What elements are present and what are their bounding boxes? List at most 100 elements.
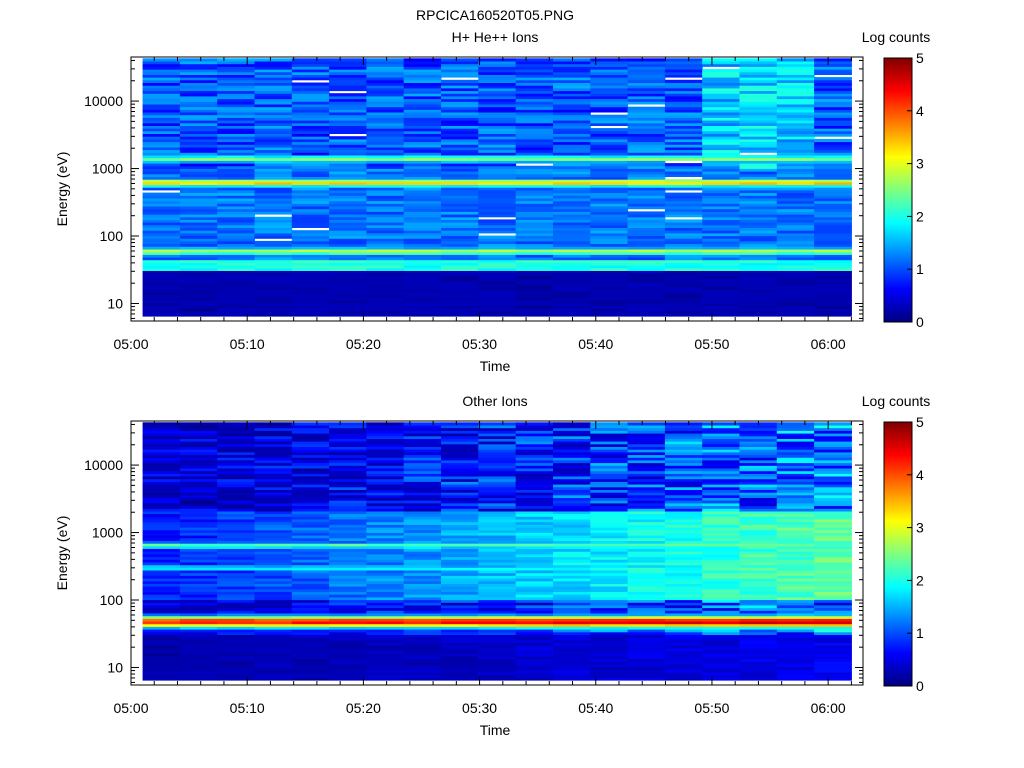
heatmap-cell — [739, 267, 778, 271]
heatmap-cell — [814, 556, 852, 560]
heatmap-cell — [179, 61, 218, 65]
heatmap-cell — [366, 69, 405, 73]
heatmap-cell — [776, 184, 815, 188]
heatmap-cell — [776, 74, 815, 78]
heatmap-cell — [366, 457, 405, 461]
heatmap-cell — [441, 136, 479, 140]
heatmap-cell — [291, 602, 330, 606]
heatmap-cell — [329, 291, 367, 296]
heatmap-cell — [142, 133, 181, 137]
heatmap-cell — [814, 470, 852, 474]
heatmap-cell — [217, 653, 255, 657]
heatmap-cell — [179, 219, 218, 223]
heatmap-cell — [515, 486, 554, 490]
heatmap-cell — [403, 79, 442, 83]
heatmap-cell — [441, 626, 479, 630]
heatmap-cell — [254, 451, 293, 456]
heatmap-cell — [441, 195, 479, 199]
heatmap-cell — [179, 449, 218, 453]
heatmap-cell — [515, 637, 554, 641]
heatmap-cell — [478, 505, 517, 509]
heatmap-cell — [366, 308, 405, 312]
heatmap-cell — [478, 422, 517, 426]
heatmap-cell — [627, 669, 666, 673]
heatmap-cell — [515, 181, 554, 185]
heatmap-cell — [254, 179, 293, 183]
heatmap-cell — [590, 430, 629, 434]
heatmap-cell — [515, 476, 554, 480]
heatmap-cell — [627, 570, 666, 574]
heatmap-cell — [403, 664, 442, 668]
heatmap-cell — [142, 200, 181, 204]
heatmap-cell — [403, 230, 442, 234]
heatmap-cell — [814, 430, 852, 434]
heatmap-cell — [739, 575, 778, 579]
heatmap-cell — [590, 427, 629, 431]
heatmap-cell — [142, 494, 181, 498]
heatmap-cell — [739, 308, 778, 312]
heatmap-cell — [515, 516, 554, 520]
heatmap-cell — [217, 281, 255, 285]
heatmap-cell — [142, 567, 181, 571]
heatmap-cell — [776, 109, 815, 113]
heatmap-cell — [664, 289, 703, 293]
heatmap-cell — [739, 661, 778, 665]
heatmap-cell — [590, 157, 629, 161]
heatmap-cell — [590, 519, 629, 523]
heatmap-cell — [478, 203, 517, 207]
heatmap-cell — [702, 527, 740, 531]
heatmap-cell — [217, 146, 255, 151]
heatmap-cell — [515, 650, 554, 654]
heatmap-cell — [739, 457, 778, 461]
heatmap-cell — [590, 521, 629, 525]
heatmap-cell — [590, 548, 629, 552]
heatmap-cell — [142, 599, 181, 603]
heatmap-cell — [329, 85, 367, 89]
heatmap-cell — [553, 85, 591, 89]
heatmap-cell — [403, 262, 442, 266]
heatmap-cell — [478, 508, 517, 512]
heatmap-cell — [776, 438, 815, 442]
heatmap-cell — [441, 591, 479, 595]
heatmap-cell — [403, 572, 442, 576]
heatmap-cell — [478, 500, 517, 504]
heatmap-cell — [142, 308, 181, 312]
heatmap-cell — [590, 615, 629, 619]
heatmap-cell — [403, 497, 442, 501]
heatmap-cell — [329, 650, 367, 654]
heatmap-cell — [627, 273, 666, 277]
heatmap-cell — [553, 106, 591, 110]
heatmap-cell — [776, 433, 815, 437]
heatmap-cell — [441, 310, 479, 314]
heatmap-cell — [366, 553, 405, 558]
heatmap-cell — [217, 462, 255, 466]
heatmap-cell — [329, 283, 367, 288]
heatmap-cell — [814, 286, 852, 290]
heatmap-cell — [664, 243, 703, 247]
heatmap-cell — [142, 529, 181, 533]
heatmap-cell — [217, 286, 255, 290]
heatmap-cell — [366, 184, 405, 188]
heatmap-cell — [739, 454, 778, 458]
heatmap-cell — [329, 519, 367, 523]
heatmap-cell — [329, 267, 367, 271]
heatmap-cell — [441, 666, 479, 670]
heatmap-cell — [702, 459, 740, 464]
heatmap-cell — [590, 462, 629, 466]
heatmap-cell — [179, 516, 218, 520]
heatmap-cell — [142, 626, 181, 630]
heatmap-cell — [627, 235, 666, 239]
heatmap-cell — [403, 647, 442, 652]
heatmap-cell — [403, 168, 442, 172]
heatmap-cell — [366, 130, 405, 134]
heatmap-cell — [664, 462, 703, 466]
heatmap-cell — [515, 433, 554, 437]
heatmap-cell — [217, 505, 255, 509]
heatmap-cell — [254, 449, 293, 453]
heatmap-cell — [441, 114, 479, 118]
heatmap-cell — [553, 200, 591, 204]
heatmap-cell — [254, 545, 293, 549]
heatmap-cell — [403, 653, 442, 657]
heatmap-cell — [664, 214, 703, 218]
heatmap-cell — [441, 629, 479, 633]
